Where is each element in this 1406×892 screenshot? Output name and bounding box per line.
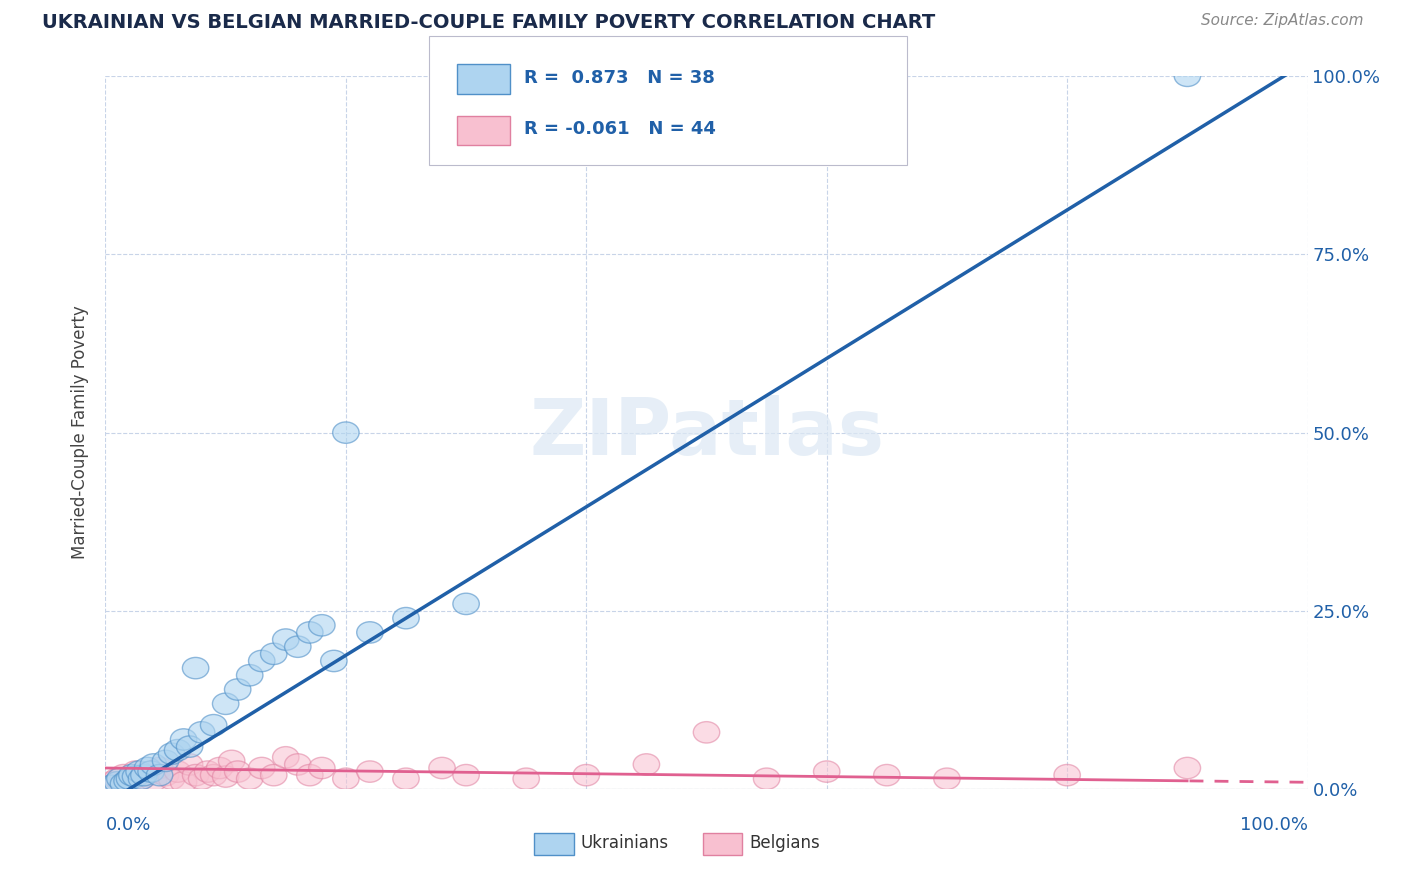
Ellipse shape bbox=[201, 714, 226, 736]
Ellipse shape bbox=[284, 636, 311, 657]
Ellipse shape bbox=[207, 757, 233, 779]
Ellipse shape bbox=[118, 764, 145, 786]
Ellipse shape bbox=[170, 729, 197, 750]
Ellipse shape bbox=[110, 764, 136, 786]
Ellipse shape bbox=[513, 768, 540, 789]
Ellipse shape bbox=[135, 764, 160, 786]
Ellipse shape bbox=[104, 768, 131, 789]
Ellipse shape bbox=[183, 764, 209, 786]
Ellipse shape bbox=[260, 643, 287, 665]
Ellipse shape bbox=[159, 768, 184, 789]
Ellipse shape bbox=[176, 736, 202, 757]
Ellipse shape bbox=[1174, 65, 1201, 87]
Ellipse shape bbox=[165, 761, 191, 782]
Ellipse shape bbox=[188, 768, 215, 789]
Ellipse shape bbox=[98, 775, 125, 797]
Ellipse shape bbox=[273, 629, 299, 650]
Ellipse shape bbox=[633, 754, 659, 775]
Ellipse shape bbox=[135, 757, 160, 779]
Ellipse shape bbox=[453, 764, 479, 786]
Ellipse shape bbox=[183, 657, 209, 679]
Ellipse shape bbox=[814, 761, 839, 782]
Ellipse shape bbox=[453, 593, 479, 615]
Text: 100.0%: 100.0% bbox=[1240, 816, 1308, 834]
Text: R = -0.061   N = 44: R = -0.061 N = 44 bbox=[524, 120, 716, 138]
Ellipse shape bbox=[934, 768, 960, 789]
Ellipse shape bbox=[249, 650, 276, 672]
Text: ZIPatlas: ZIPatlas bbox=[529, 394, 884, 471]
Ellipse shape bbox=[357, 761, 384, 782]
Text: R =  0.873   N = 38: R = 0.873 N = 38 bbox=[524, 69, 716, 87]
Ellipse shape bbox=[693, 722, 720, 743]
Ellipse shape bbox=[574, 764, 599, 786]
Ellipse shape bbox=[127, 761, 152, 782]
Ellipse shape bbox=[225, 761, 250, 782]
Ellipse shape bbox=[107, 768, 134, 789]
Ellipse shape bbox=[284, 754, 311, 775]
Ellipse shape bbox=[176, 754, 202, 775]
Text: 0.0%: 0.0% bbox=[105, 816, 150, 834]
Ellipse shape bbox=[131, 764, 157, 786]
Ellipse shape bbox=[1054, 764, 1080, 786]
Ellipse shape bbox=[429, 757, 456, 779]
Ellipse shape bbox=[260, 764, 287, 786]
Ellipse shape bbox=[146, 764, 173, 786]
Ellipse shape bbox=[98, 772, 125, 793]
Ellipse shape bbox=[357, 622, 384, 643]
Ellipse shape bbox=[141, 754, 167, 775]
Ellipse shape bbox=[873, 764, 900, 786]
Ellipse shape bbox=[128, 768, 155, 789]
Ellipse shape bbox=[236, 665, 263, 686]
Ellipse shape bbox=[297, 764, 323, 786]
Ellipse shape bbox=[117, 772, 143, 793]
Ellipse shape bbox=[249, 757, 276, 779]
Y-axis label: Married-Couple Family Poverty: Married-Couple Family Poverty bbox=[72, 306, 90, 559]
Ellipse shape bbox=[225, 679, 250, 700]
Ellipse shape bbox=[159, 743, 184, 764]
Ellipse shape bbox=[333, 422, 359, 443]
Text: Belgians: Belgians bbox=[749, 834, 820, 852]
Ellipse shape bbox=[297, 622, 323, 643]
Ellipse shape bbox=[170, 772, 197, 793]
Text: Ukrainians: Ukrainians bbox=[581, 834, 669, 852]
Ellipse shape bbox=[141, 770, 167, 791]
Ellipse shape bbox=[138, 761, 165, 782]
Ellipse shape bbox=[165, 739, 191, 761]
Ellipse shape bbox=[308, 757, 335, 779]
Ellipse shape bbox=[152, 764, 179, 786]
Ellipse shape bbox=[218, 750, 245, 772]
Ellipse shape bbox=[201, 764, 226, 786]
Ellipse shape bbox=[110, 773, 136, 795]
Ellipse shape bbox=[122, 761, 149, 782]
Ellipse shape bbox=[1174, 757, 1201, 779]
Ellipse shape bbox=[212, 766, 239, 788]
Ellipse shape bbox=[128, 768, 155, 789]
Ellipse shape bbox=[754, 768, 780, 789]
Text: Source: ZipAtlas.com: Source: ZipAtlas.com bbox=[1201, 13, 1364, 29]
Ellipse shape bbox=[392, 768, 419, 789]
Ellipse shape bbox=[122, 766, 149, 788]
Ellipse shape bbox=[392, 607, 419, 629]
Ellipse shape bbox=[104, 772, 131, 793]
Ellipse shape bbox=[333, 768, 359, 789]
Ellipse shape bbox=[152, 750, 179, 772]
Ellipse shape bbox=[308, 615, 335, 636]
Ellipse shape bbox=[117, 768, 143, 789]
Ellipse shape bbox=[114, 770, 141, 791]
Ellipse shape bbox=[188, 722, 215, 743]
Ellipse shape bbox=[146, 757, 173, 779]
Ellipse shape bbox=[236, 768, 263, 789]
Text: UKRAINIAN VS BELGIAN MARRIED-COUPLE FAMILY POVERTY CORRELATION CHART: UKRAINIAN VS BELGIAN MARRIED-COUPLE FAMI… bbox=[42, 13, 935, 32]
Ellipse shape bbox=[273, 747, 299, 768]
Ellipse shape bbox=[212, 693, 239, 714]
Ellipse shape bbox=[194, 761, 221, 782]
Ellipse shape bbox=[321, 650, 347, 672]
